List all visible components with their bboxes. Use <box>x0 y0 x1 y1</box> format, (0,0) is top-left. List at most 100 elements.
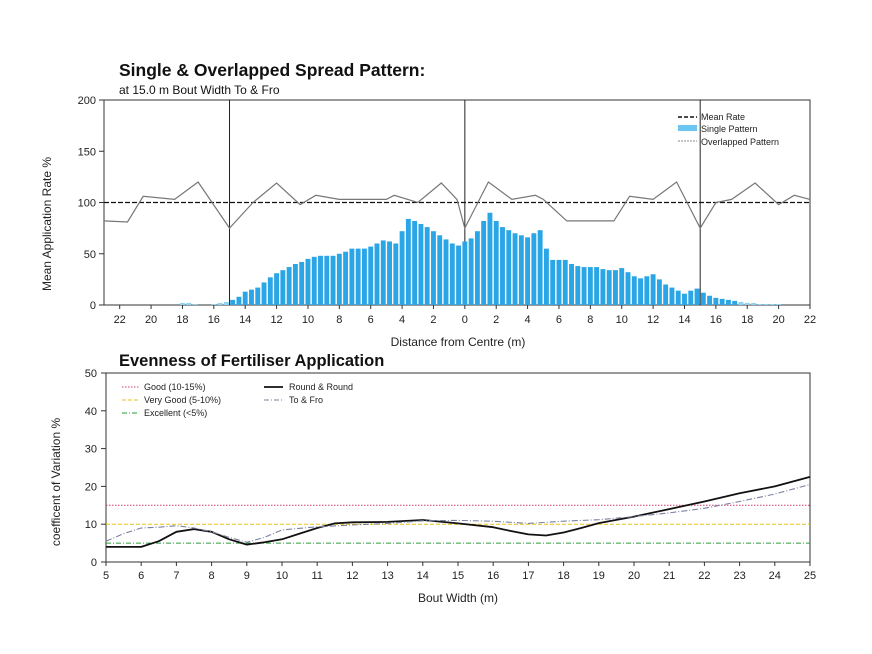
single-pattern-bar <box>757 303 763 305</box>
single-pattern-bar <box>242 291 248 305</box>
single-pattern-bar <box>424 227 430 305</box>
single-pattern-bar <box>374 243 380 305</box>
single-pattern-bar <box>650 274 656 305</box>
single-pattern-bar <box>575 266 581 305</box>
single-pattern-bar <box>349 248 355 305</box>
spread-x-tick-label: 20 <box>772 314 784 326</box>
legend-round-and-round-label: Round & Round <box>289 382 353 392</box>
spread-y-tick-label: 50 <box>84 249 96 261</box>
evenness-x-tick-label: 23 <box>733 570 745 582</box>
single-pattern-bar <box>443 239 449 305</box>
single-pattern-bar <box>387 241 392 305</box>
single-pattern-bar <box>669 287 675 305</box>
single-pattern-bar <box>437 235 443 305</box>
single-pattern-bar <box>286 267 292 305</box>
evenness-x-tick-label: 5 <box>103 570 109 582</box>
to-and-fro-line <box>105 483 811 543</box>
evenness-y-tick-label: 20 <box>85 481 97 493</box>
single-pattern-bar <box>556 259 562 305</box>
single-pattern-bar <box>468 238 474 305</box>
single-pattern-bar <box>267 277 273 305</box>
single-pattern-bar <box>619 268 625 305</box>
single-pattern-bar <box>719 298 725 305</box>
spread-legend: Mean Rate Single Pattern Overlapped Patt… <box>678 112 779 147</box>
single-pattern-bar <box>405 218 411 305</box>
single-pattern-bar <box>236 296 242 305</box>
single-pattern-bar <box>506 230 512 305</box>
spread-x-tick-label: 12 <box>270 314 282 326</box>
single-pattern-bar <box>744 302 750 305</box>
legend-overlapped-pattern-label: Overlapped Pattern <box>701 137 779 147</box>
single-pattern-bar <box>663 284 669 305</box>
single-pattern-bar <box>179 302 185 305</box>
single-pattern-bar <box>274 273 280 305</box>
single-pattern-bar <box>462 241 468 305</box>
evenness-legend: Good (10-15%) Very Good (5-10%) Excellen… <box>122 382 353 418</box>
spread-y-tick-label: 150 <box>78 146 96 158</box>
single-pattern-bar <box>713 297 719 305</box>
single-pattern-bar <box>732 300 738 305</box>
single-pattern-bar <box>700 292 706 305</box>
evenness-x-tick-label: 12 <box>346 570 358 582</box>
single-pattern-bar <box>393 243 399 305</box>
single-pattern-bar <box>305 258 311 305</box>
single-pattern-bar <box>562 259 568 305</box>
spread-y-tick-label: 0 <box>90 300 96 312</box>
evenness-x-tick-label: 14 <box>417 570 429 582</box>
single-pattern-bar <box>581 267 587 305</box>
single-pattern-bar <box>493 220 499 305</box>
single-pattern-bar <box>776 303 782 305</box>
evenness-x-tick-label: 7 <box>173 570 179 582</box>
single-pattern-bar <box>217 302 223 305</box>
single-pattern-bar <box>318 255 323 305</box>
round-and-round-line <box>106 476 811 548</box>
single-pattern-bar <box>763 303 769 305</box>
spread-x-axis-label: Distance from Centre (m) <box>391 335 526 349</box>
spread-y-tick-label: 100 <box>78 198 96 210</box>
evenness-x-tick-label: 10 <box>276 570 288 582</box>
single-pattern-bar <box>412 220 418 305</box>
single-pattern-bar <box>550 259 556 305</box>
single-pattern-bar <box>449 243 455 305</box>
single-pattern-bar <box>751 302 756 305</box>
single-pattern-bar <box>512 233 518 305</box>
spread-x-tick-label: 10 <box>302 314 314 326</box>
single-pattern-bar <box>656 279 662 305</box>
evenness-x-tick-label: 22 <box>698 570 710 582</box>
evenness-y-tick-label: 50 <box>85 368 97 380</box>
spread-x-tick-label: 22 <box>114 314 126 326</box>
single-pattern-bar <box>299 261 305 305</box>
legend-single-pattern-swatch <box>678 125 697 131</box>
single-pattern-bar <box>280 270 286 305</box>
legend-mean-rate-label: Mean Rate <box>701 112 745 122</box>
single-pattern-bar <box>587 267 593 305</box>
single-pattern-bar <box>380 240 386 305</box>
evenness-x-tick-label: 15 <box>452 570 464 582</box>
legend-to-and-fro-label: To & Fro <box>289 395 323 405</box>
single-pattern-bar <box>481 220 487 305</box>
single-pattern-bar <box>769 303 775 305</box>
single-pattern-bar <box>456 245 462 305</box>
spread-y-axis-label: Mean Application Rate % <box>40 157 54 291</box>
spread-x-tick-label: 4 <box>399 314 405 326</box>
single-pattern-bar <box>594 267 600 305</box>
spread-x-tick-label: 16 <box>208 314 220 326</box>
evenness-x-axis-label: Bout Width (m) <box>418 591 498 605</box>
single-pattern-bar <box>688 290 694 305</box>
single-pattern-bar <box>368 246 374 305</box>
evenness-x-tick-label: 19 <box>593 570 605 582</box>
single-pattern-bar <box>487 212 493 305</box>
chart-subtitle: at 15.0 m Bout Width To & Fro <box>119 83 280 97</box>
single-pattern-bar <box>531 233 537 305</box>
single-pattern-bar <box>324 255 330 305</box>
spread-x-tick-label: 6 <box>556 314 562 326</box>
single-pattern-bar <box>343 251 349 305</box>
spread-x-tick-label: 16 <box>710 314 722 326</box>
evenness-x-tick-label: 24 <box>769 570 781 582</box>
spread-x-tick-label: 2 <box>493 314 499 326</box>
spread-x-tick-label: 12 <box>647 314 659 326</box>
evenness-x-tick-label: 13 <box>381 570 393 582</box>
evenness-x-tick-label: 11 <box>311 570 322 582</box>
spread-x-tick-label: 6 <box>368 314 374 326</box>
